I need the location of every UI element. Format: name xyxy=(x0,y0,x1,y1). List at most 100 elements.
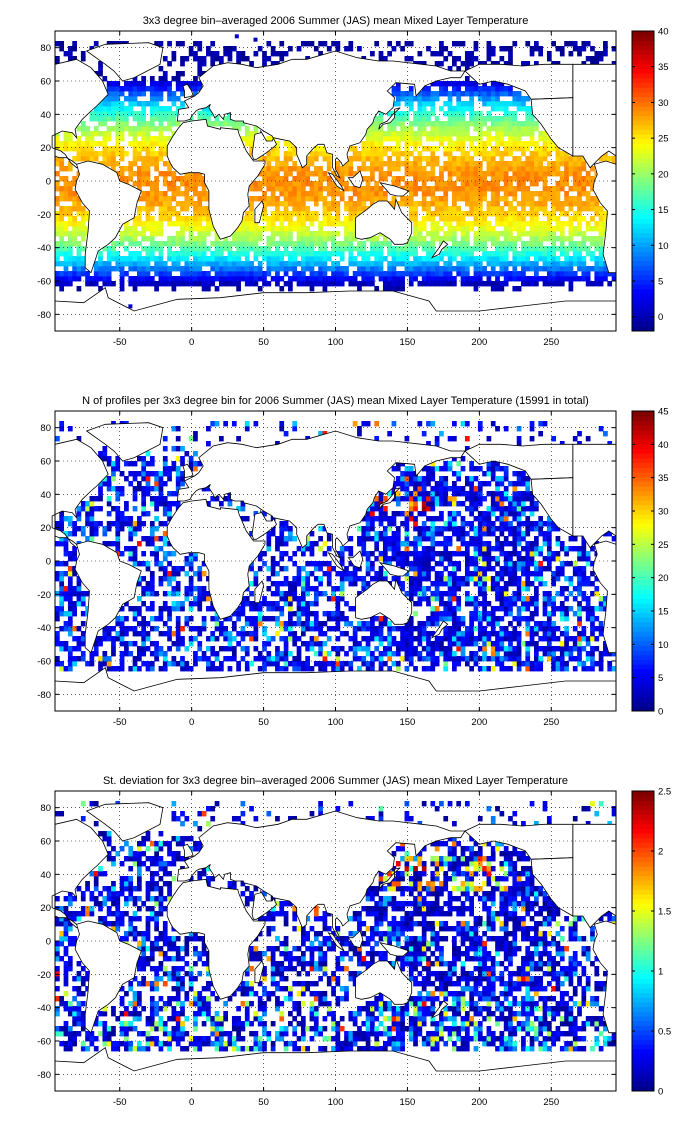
heatmap-cell xyxy=(197,281,203,287)
heatmap-cell xyxy=(257,276,263,282)
heatmap-cell xyxy=(322,666,328,672)
heatmap-cell xyxy=(313,181,319,187)
heatmap-cell xyxy=(404,186,410,192)
heatmap-cell xyxy=(136,141,142,147)
heatmap-cell xyxy=(136,221,142,227)
heatmap-cell xyxy=(279,211,285,217)
heatmap-cell xyxy=(357,261,362,267)
heatmap-cell xyxy=(391,91,397,97)
heatmap-cell xyxy=(508,166,513,172)
heatmap-cell xyxy=(279,666,285,672)
heatmap-cell xyxy=(464,246,470,252)
heatmap-cell xyxy=(249,201,254,207)
heatmap-cell xyxy=(322,276,328,282)
heatmap-cell xyxy=(408,201,414,207)
heatmap-cell xyxy=(516,661,522,667)
heatmap-cell xyxy=(577,246,582,252)
heatmap-cell xyxy=(63,181,69,187)
heatmap-cell xyxy=(76,156,82,162)
heatmap-cell xyxy=(240,231,246,237)
heatmap-cell xyxy=(266,661,272,667)
heatmap-cell xyxy=(521,641,526,647)
heatmap-cell xyxy=(421,596,427,602)
heatmap-cell xyxy=(171,571,177,577)
heatmap-cell xyxy=(516,631,522,637)
heatmap-cell xyxy=(244,221,250,227)
heatmap-cell xyxy=(335,241,341,247)
heatmap-cell xyxy=(434,636,440,642)
heatmap-cell xyxy=(542,266,548,272)
heatmap-cell xyxy=(141,171,147,177)
heatmap-cell xyxy=(365,196,371,202)
heatmap-cell xyxy=(59,191,65,197)
heatmap-cell xyxy=(430,266,436,272)
heatmap-cell xyxy=(300,641,306,647)
heatmap-cell xyxy=(231,261,237,267)
heatmap-cell xyxy=(421,266,427,272)
heatmap-cell xyxy=(426,211,431,217)
heatmap-cell xyxy=(331,281,336,287)
heatmap-cell xyxy=(111,651,116,657)
heatmap-cell xyxy=(482,121,487,127)
heatmap-cell xyxy=(477,581,483,587)
heatmap-cell xyxy=(313,191,319,197)
heatmap-cell xyxy=(456,56,462,62)
heatmap-cell xyxy=(572,156,578,162)
heatmap-cell xyxy=(193,571,198,577)
heatmap-cell xyxy=(352,186,358,192)
heatmap-cell xyxy=(206,256,211,262)
heatmap-cell xyxy=(413,581,418,587)
heatmap-cell xyxy=(361,156,367,162)
heatmap-cell xyxy=(296,281,302,287)
heatmap-cell xyxy=(577,196,582,202)
heatmap-cell xyxy=(546,656,552,662)
heatmap-cell xyxy=(180,81,185,87)
heatmap-cell xyxy=(244,271,250,277)
heatmap-cell xyxy=(167,251,172,257)
heatmap-cell xyxy=(124,271,129,277)
heatmap-cell xyxy=(352,636,358,642)
heatmap-cell xyxy=(98,251,103,257)
heatmap-cell xyxy=(490,241,496,247)
heatmap-cell xyxy=(598,596,604,602)
heatmap-cell xyxy=(266,161,272,167)
heatmap-cell xyxy=(534,126,539,132)
heatmap-cell xyxy=(80,151,86,157)
heatmap-cell xyxy=(417,621,423,627)
heatmap-cell xyxy=(391,146,397,152)
heatmap-cell xyxy=(382,191,388,197)
heatmap-cell xyxy=(344,631,349,637)
heatmap-cell xyxy=(249,221,254,227)
heatmap-cell xyxy=(313,651,319,657)
heatmap-cell xyxy=(404,56,410,62)
heatmap-cell xyxy=(249,231,254,237)
heatmap-cell xyxy=(67,646,73,652)
heatmap-cell xyxy=(89,116,95,122)
heatmap-cell xyxy=(594,236,600,242)
heatmap-cell xyxy=(257,171,263,177)
heatmap-cell xyxy=(218,251,224,257)
heatmap-cell xyxy=(296,611,302,617)
heatmap-cell xyxy=(128,261,134,267)
heatmap-cell xyxy=(400,581,405,587)
heatmap-cell xyxy=(214,236,220,242)
heatmap-cell xyxy=(585,196,591,202)
colorbar-swatch xyxy=(632,241,654,248)
heatmap-cell xyxy=(55,611,60,617)
heatmap-cell xyxy=(521,126,526,132)
heatmap-cell xyxy=(546,281,552,287)
heatmap-cell xyxy=(499,101,505,107)
colorbar-swatch xyxy=(632,54,654,60)
heatmap-cell xyxy=(270,226,276,232)
heatmap-cell xyxy=(201,111,207,117)
heatmap-cell xyxy=(374,241,380,247)
heatmap-cell xyxy=(223,236,229,242)
heatmap-cell xyxy=(460,196,466,202)
heatmap-cell xyxy=(426,631,431,637)
heatmap-cell xyxy=(499,216,505,222)
heatmap-cell xyxy=(253,636,259,642)
heatmap-cell xyxy=(512,146,518,152)
heatmap-cell xyxy=(564,616,569,622)
heatmap-cell xyxy=(434,146,440,152)
heatmap-cell xyxy=(80,631,86,637)
